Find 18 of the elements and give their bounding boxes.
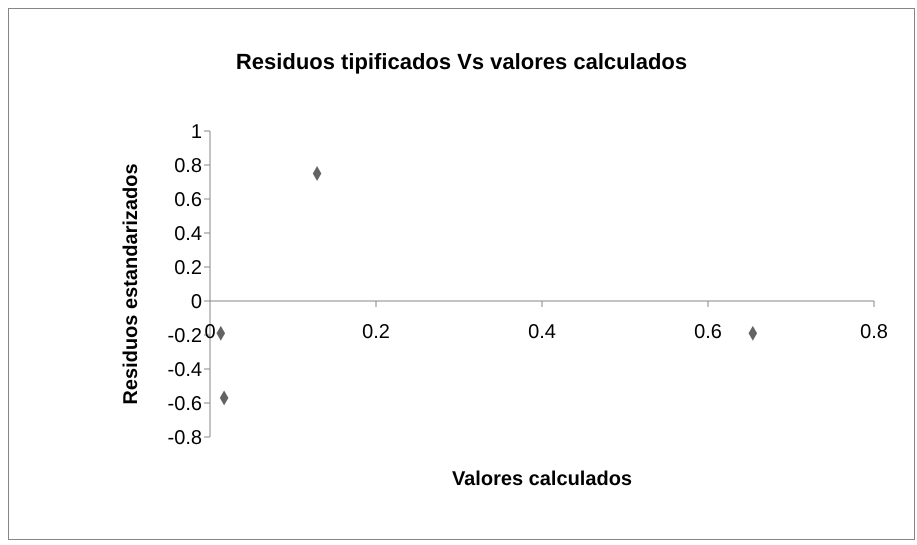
x-tick-label: 0.8 [860, 321, 888, 343]
y-tick-label: -0.2 [168, 325, 202, 348]
x-tick-label: 0 [204, 321, 216, 343]
x-tick-label: 0.4 [528, 321, 556, 343]
x-tick-label: 0.2 [362, 321, 390, 343]
chart-title: Residuos tipificados Vs valores calculados [234, 49, 688, 75]
x-tick-label: 0.6 [694, 321, 722, 343]
y-axis-title: Residuos estandarizados [120, 163, 142, 405]
y-tick-label: 0 [190, 291, 202, 314]
y-tick-label: 0.4 [174, 223, 202, 246]
y-tick-label: 0.8 [174, 155, 202, 178]
y-tick-label: 1 [190, 121, 202, 144]
y-tick-label: -0.8 [168, 427, 202, 450]
y-tick-label: 0.2 [174, 257, 202, 280]
y-tick-label: -0.4 [168, 359, 202, 382]
x-axis-title: Valores calculados [452, 468, 632, 490]
y-tick-label: -0.6 [168, 393, 202, 416]
y-tick-label: 0.6 [174, 189, 202, 212]
